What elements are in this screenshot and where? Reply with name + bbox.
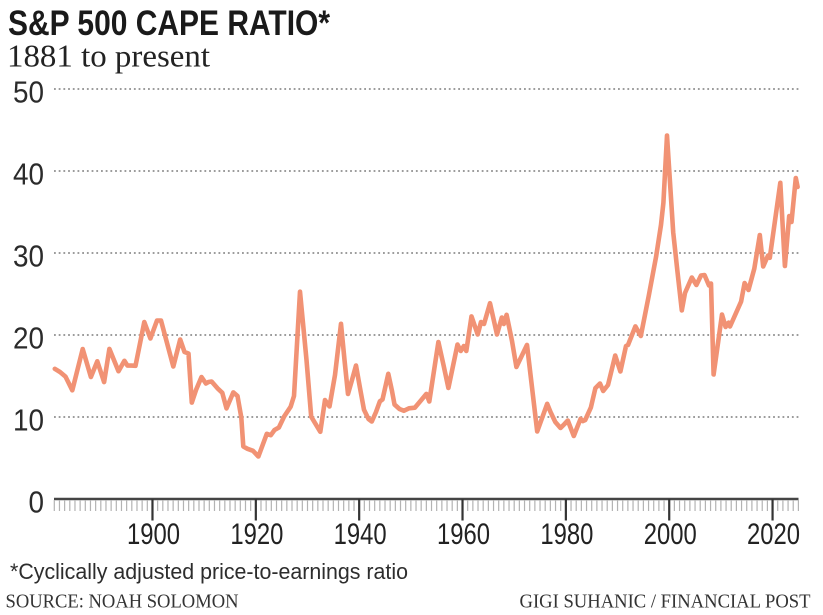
svg-text:2020: 2020	[747, 518, 800, 551]
svg-text:10: 10	[13, 403, 44, 438]
svg-text:40: 40	[13, 157, 44, 192]
svg-text:1980: 1980	[540, 518, 593, 551]
svg-text:20: 20	[13, 321, 44, 356]
svg-text:30: 30	[13, 239, 44, 274]
svg-text:*Cyclically adjusted price-to-: *Cyclically adjusted price-to-earnings r…	[10, 559, 408, 584]
svg-text:0: 0	[29, 485, 45, 520]
svg-text:1900: 1900	[127, 518, 180, 551]
svg-text:2000: 2000	[644, 518, 697, 551]
svg-text:1920: 1920	[230, 518, 283, 551]
svg-text:50: 50	[13, 75, 44, 110]
svg-text:SOURCE: NOAH SOLOMON: SOURCE: NOAH SOLOMON	[6, 591, 239, 613]
svg-text:1960: 1960	[437, 518, 490, 551]
svg-text:GIGI SUHANIC / FINANCIAL POST: GIGI SUHANIC / FINANCIAL POST	[520, 591, 811, 613]
svg-text:1881 to present: 1881 to present	[7, 38, 210, 74]
svg-text:S&P 500 CAPE RATIO*: S&P 500 CAPE RATIO*	[8, 3, 330, 43]
svg-text:1940: 1940	[334, 518, 387, 551]
